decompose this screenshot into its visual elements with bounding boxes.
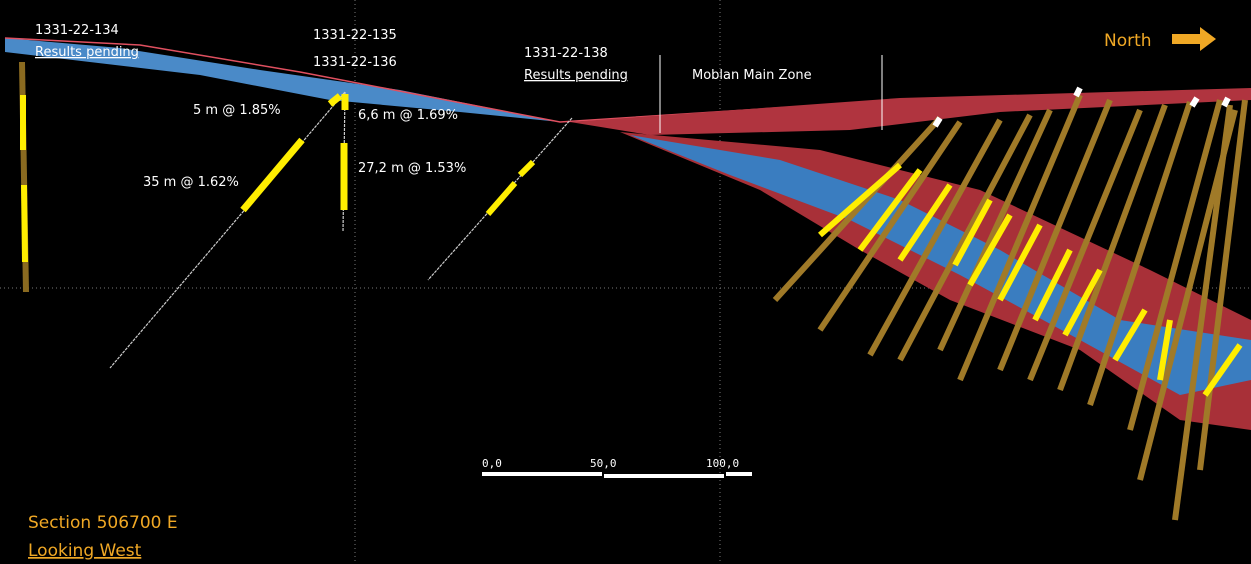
scale-label: 0,0	[482, 457, 502, 470]
hole-label: 1331-22-136	[313, 55, 397, 70]
intercept-label: 35 m @ 1.62%	[143, 175, 239, 190]
scale-bar	[482, 472, 752, 478]
hole-label: 1331-22-138	[524, 46, 608, 61]
zone-label: Moblan Main Zone	[692, 68, 812, 83]
ore-zone-red	[620, 132, 1251, 430]
north-label: North	[1104, 31, 1152, 51]
drill-holes	[19, 61, 536, 293]
scale-label: 50,0	[590, 457, 617, 470]
intercept-label: 6,6 m @ 1.69%	[358, 108, 458, 123]
ore-zone-blue	[630, 135, 1251, 395]
intercept-label: 5 m @ 1.85%	[193, 103, 281, 118]
north-arrow	[1172, 27, 1216, 51]
main-zone-intercepts	[818, 162, 1243, 397]
intercept-label: 27,2 m @ 1.53%	[358, 161, 466, 176]
section-title: Section 506700 E	[28, 513, 178, 533]
zone-markers	[659, 55, 883, 133]
section-view-direction: Looking West	[28, 541, 142, 561]
hole-label: 1331-22-135	[313, 28, 397, 43]
main-zone-holes	[772, 93, 1248, 521]
hole-note: Results pending	[524, 68, 628, 83]
hole-label: 1331-22-134	[35, 23, 119, 38]
collars	[932, 86, 1231, 128]
scale-label: 100,0	[706, 457, 739, 470]
hole-note: Results pending	[35, 45, 139, 60]
surface-layer	[5, 38, 560, 122]
